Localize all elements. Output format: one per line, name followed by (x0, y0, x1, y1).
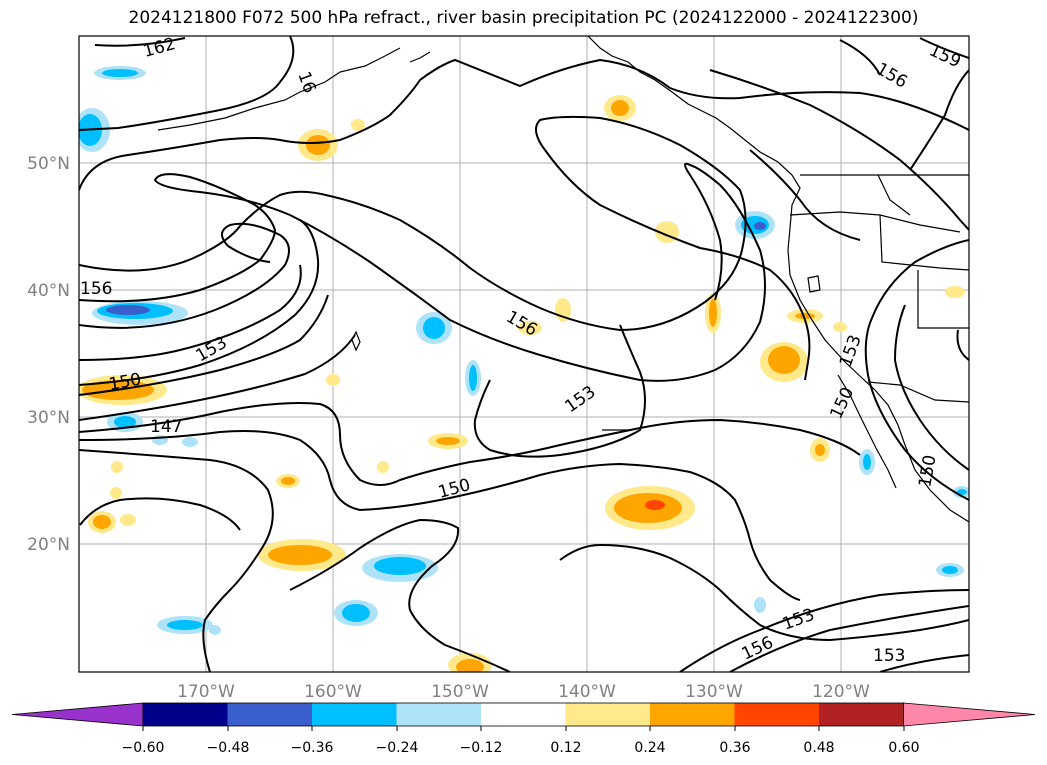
colorbar-tick-label: −0.12 (460, 740, 503, 756)
contour-label: 147 (150, 417, 182, 437)
lat-label: 20°N (27, 535, 70, 555)
lat-axis-labels: 50°N 40°N 30°N 20°N (27, 154, 70, 555)
colorbar-tick-label: −0.36 (291, 740, 334, 756)
colorbar-swatch (819, 703, 904, 726)
lat-label: 50°N (27, 154, 70, 174)
colorbar-tick-label: 0.12 (550, 740, 581, 756)
lon-label: 120°W (812, 682, 870, 702)
colorbar-extend-high (903, 702, 1036, 727)
colorbar-tick-label: 0.48 (803, 740, 834, 756)
contour-label: 156 (80, 279, 112, 299)
colorbar-tick-label: 0.24 (634, 740, 665, 756)
colorbar: −0.60 −0.48 −0.36 −0.24 −0.12 0.12 0.24 … (11, 702, 1036, 756)
precip-positive-patches (79, 95, 965, 672)
lon-label: 130°W (685, 682, 743, 702)
colorbar-swatch (312, 703, 397, 726)
colorbar-swatch (565, 703, 651, 726)
colorbar-tick-label: −0.60 (122, 740, 165, 756)
colorbar-tick-label: −0.24 (376, 740, 419, 756)
colorbar-swatch (143, 703, 228, 726)
colorbar-swatch (650, 703, 735, 726)
colorbar-ticks (142, 726, 905, 731)
precip-negative-patches (79, 66, 969, 635)
colorbar-tick-label: 0.36 (719, 740, 750, 756)
colorbar-swatch (396, 703, 482, 726)
colorbar-tick-label: −0.48 (207, 740, 250, 756)
colorbar-border (142, 702, 904, 727)
lon-label: 150°W (431, 682, 489, 702)
map-frame (78, 35, 970, 673)
gridlines (79, 36, 969, 672)
colorbar-swatches (11, 702, 1036, 727)
lat-label: 40°N (27, 281, 70, 301)
colorbar-tick-labels: −0.60 −0.48 −0.36 −0.24 −0.12 0.12 0.24 … (122, 740, 920, 756)
colorbar-swatch (227, 703, 313, 726)
lon-axis-labels: 170°W 160°W 150°W 140°W 130°W 120°W (177, 682, 870, 702)
lon-label: 140°W (558, 682, 616, 702)
contour-label: 153 (873, 646, 905, 666)
lon-label: 170°W (177, 682, 235, 702)
map-title: 2024121800 F072 500 hPa refract., river … (128, 8, 919, 28)
colorbar-extend-low (11, 702, 144, 727)
lon-label: 160°W (304, 682, 362, 702)
colorbar-swatch (734, 703, 820, 726)
colorbar-swatch (481, 703, 566, 726)
height-contours (79, 36, 969, 672)
colorbar-tick-label: 0.60 (888, 740, 919, 756)
lat-label: 30°N (27, 408, 70, 428)
map-panel: 162 16 159 156 156 153 150 147 156 153 1… (79, 36, 969, 672)
